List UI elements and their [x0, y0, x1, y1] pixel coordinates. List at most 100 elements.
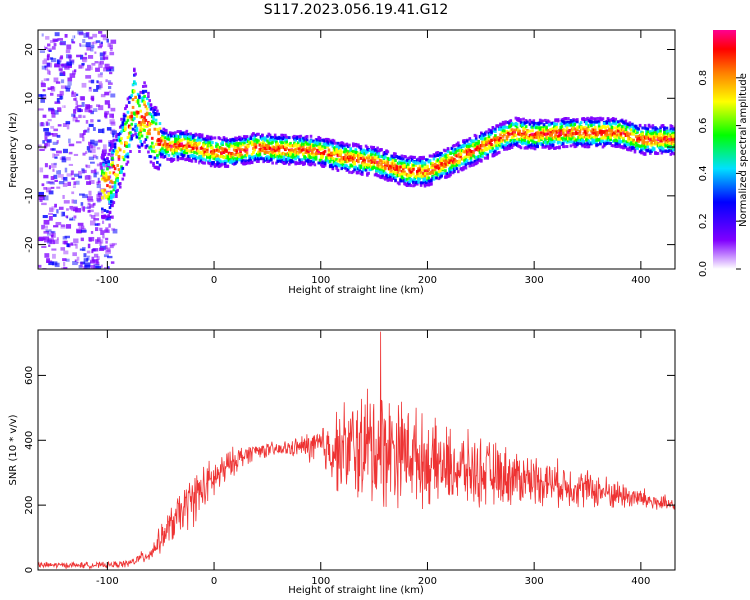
ridge-cell — [133, 80, 136, 84]
noise-speckle — [84, 108, 91, 113]
noise-speckle — [104, 110, 110, 115]
ridge-cell — [403, 170, 406, 174]
ridge-cell — [561, 130, 565, 134]
noise-speckle — [105, 190, 110, 194]
ridge-cell — [135, 128, 139, 132]
ridge-cell — [271, 161, 274, 165]
ridge-cell — [590, 124, 593, 128]
ridge-cell — [540, 131, 543, 135]
noise-speckle — [45, 131, 51, 136]
noise-speckle — [71, 177, 75, 180]
ridge-cell — [113, 186, 117, 190]
noise-speckle — [68, 163, 74, 166]
noise-speckle — [69, 205, 74, 210]
noise-speckle — [80, 261, 86, 265]
ridge-cell — [318, 139, 322, 143]
ridge-cell — [127, 100, 131, 104]
ridge-cell — [536, 131, 539, 135]
noise-speckle — [56, 60, 61, 65]
noise-speckle — [48, 165, 52, 170]
ridge-cell — [613, 119, 616, 123]
ridge-cell — [632, 132, 635, 136]
ridge-cell — [341, 141, 345, 145]
noise-speckle — [90, 66, 93, 71]
ridge-cell — [293, 155, 296, 159]
noise-speckle — [89, 220, 96, 226]
noise-speckle — [50, 125, 55, 129]
ridge-cell — [112, 171, 116, 175]
ridge-cell — [515, 141, 519, 145]
ridge-cell — [417, 180, 420, 184]
noise-speckle — [85, 206, 91, 209]
ridge-cell — [668, 148, 671, 152]
ridge-cell — [293, 141, 296, 145]
ridge-cell — [441, 154, 445, 158]
ridge-cell — [550, 145, 554, 149]
noise-speckle — [79, 43, 82, 47]
ridge-cell — [512, 143, 515, 147]
noise-speckle — [54, 32, 60, 37]
ridge-cell — [634, 135, 638, 139]
noise-speckle — [89, 256, 92, 261]
noise-speckle — [90, 214, 96, 219]
ridge-cell — [152, 120, 155, 124]
ridge-cell — [368, 163, 372, 167]
noise-speckle — [76, 259, 82, 263]
ridge-cell — [529, 146, 533, 150]
ridge-cell — [496, 136, 500, 140]
ridge-cell — [508, 122, 511, 126]
spectrogram-ytick-label: -20 — [24, 236, 35, 252]
ridge-cell — [343, 143, 346, 147]
ridge-cell — [609, 123, 612, 127]
noise-speckle — [63, 266, 68, 269]
ridge-cell — [171, 131, 175, 135]
ridge-cell — [350, 154, 354, 158]
ridge-cell — [121, 126, 125, 130]
noise-speckle — [104, 63, 111, 69]
ridge-cell — [234, 153, 237, 157]
noise-speckle — [56, 209, 59, 214]
ridge-cell — [372, 165, 376, 169]
noise-speckle — [48, 212, 53, 215]
ridge-cell — [436, 153, 440, 157]
noise-speckle — [62, 123, 67, 127]
ridge-cell — [308, 148, 312, 152]
ridge-cell — [140, 134, 144, 138]
ridge-cell — [628, 126, 632, 130]
ridge-cell — [480, 158, 483, 162]
ridge-cell — [509, 139, 513, 143]
ridge-cell — [305, 138, 309, 142]
noise-speckle — [47, 47, 52, 52]
ridge-cell — [148, 132, 151, 136]
ridge-cell — [227, 147, 231, 151]
noise-speckle — [56, 150, 62, 154]
ridge-cell — [400, 172, 404, 176]
ridge-cell — [104, 161, 108, 165]
ridge-cell — [323, 161, 327, 165]
ridge-cell — [136, 110, 140, 114]
ridge-cell — [423, 161, 427, 165]
ridge-cell — [549, 143, 552, 147]
noise-speckle — [68, 138, 71, 144]
ridge-cell — [394, 158, 397, 162]
ridge-cell — [203, 161, 207, 165]
noise-speckle — [89, 180, 95, 185]
ridge-cell — [592, 123, 596, 127]
ridge-cell — [442, 171, 446, 175]
ridge-cell — [268, 133, 272, 137]
snr-xlabel: Height of straight line (km) — [288, 585, 424, 596]
noise-speckle — [57, 107, 62, 112]
noise-speckle — [96, 181, 99, 185]
ridge-cell — [464, 156, 468, 160]
ridge-cell — [590, 135, 593, 139]
noise-speckle — [86, 250, 91, 254]
noise-speckle — [67, 77, 73, 82]
ridge-cell — [432, 157, 436, 161]
ridge-cell — [455, 163, 459, 167]
ridge-cell — [225, 137, 228, 141]
ridge-cell — [336, 141, 340, 145]
ridge-cell — [585, 122, 588, 126]
ridge-cell — [528, 118, 532, 122]
noise-speckle — [83, 267, 86, 269]
